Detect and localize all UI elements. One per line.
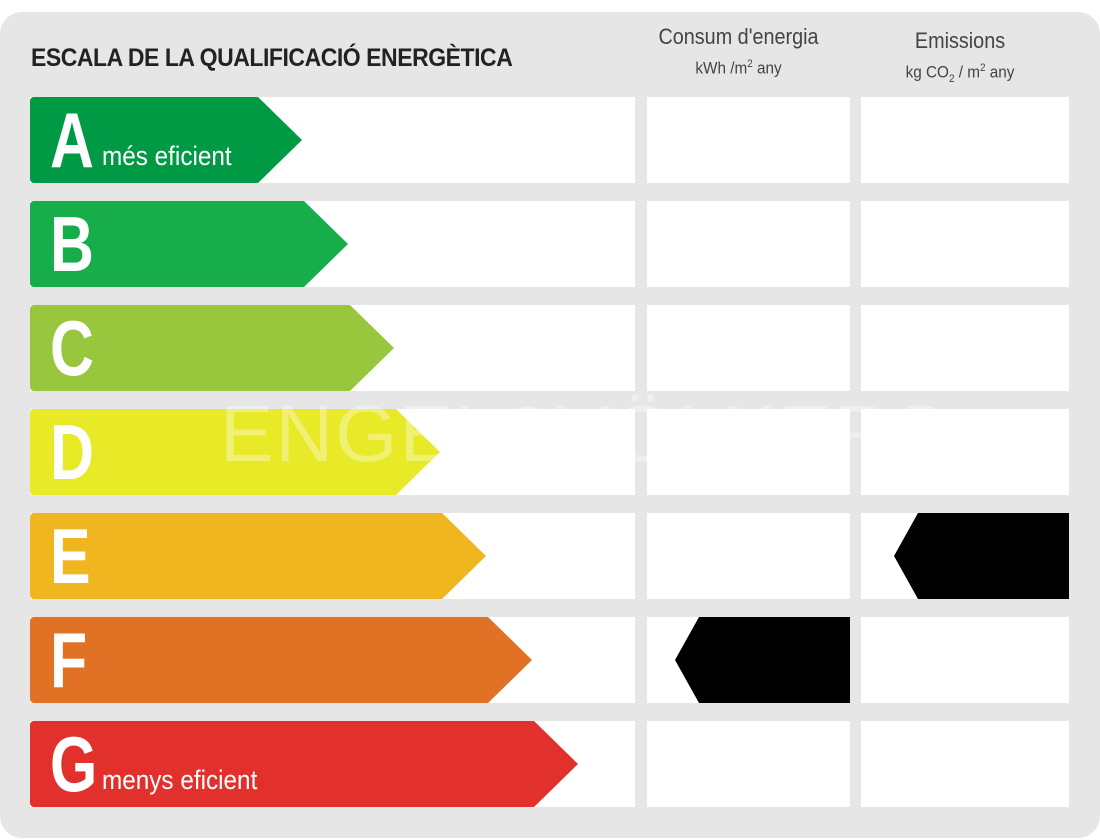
rating-arrow-f: [30, 617, 532, 703]
consumption-column-header: Consum d'energia kWh /m2 any: [647, 24, 830, 79]
rating-letter: G: [50, 720, 98, 808]
emissions-cell: [861, 305, 1069, 391]
rating-row-label: menys eficient: [102, 765, 258, 795]
consumption-column-title: Consum d'energia: [658, 24, 819, 49]
consumption-cell: [647, 305, 850, 391]
emissions-column-title: Emissions: [914, 28, 1006, 53]
emissions-cell: [861, 721, 1069, 807]
rating-letter: B: [50, 200, 94, 288]
rating-arrow-c: [30, 305, 394, 391]
consumption-column-unit: kWh /m2 any: [695, 58, 782, 78]
rating-letter: F: [50, 616, 88, 704]
scale-cell: C: [30, 305, 635, 391]
emissions-cell: [861, 201, 1069, 287]
emissions-cell: [861, 617, 1069, 703]
rating-letter: A: [50, 96, 94, 184]
scale-cell: F: [30, 617, 635, 703]
emissions-column-unit: kg CO2 / m2 any: [905, 62, 1015, 86]
consumption-cell: [647, 409, 850, 495]
scale-cell: D: [30, 409, 635, 495]
consumption-cell: [647, 617, 850, 703]
consumption-cell: [647, 721, 850, 807]
rating-arrow-e: [30, 513, 486, 599]
emissions-column-header: Emissions kg CO2 / m2 any: [861, 28, 1059, 85]
emissions-cell: [861, 513, 1069, 599]
scale-cell: E: [30, 513, 635, 599]
consumption-cell: [647, 201, 850, 287]
rating-arrow-a: [30, 97, 302, 183]
rating-row-label: més eficient: [102, 141, 232, 171]
consumption-cell: [647, 513, 850, 599]
rating-letter: C: [50, 304, 94, 392]
emissions-cell: [861, 97, 1069, 183]
rating-letter: E: [50, 512, 91, 600]
emissions-rating-marker: [894, 513, 1069, 599]
rating-arrow-d: [30, 409, 440, 495]
consumption-rating-marker: [675, 617, 850, 703]
scale-title: ESCALA DE LA QUALIFICACIÓ ENERGÈTICA: [31, 44, 513, 72]
rating-arrow-g: [30, 721, 578, 807]
rating-letter: D: [50, 408, 94, 496]
rating-arrow-b: [30, 201, 348, 287]
consumption-cell: [647, 97, 850, 183]
emissions-cell: [861, 409, 1069, 495]
scale-cell: B: [30, 201, 635, 287]
